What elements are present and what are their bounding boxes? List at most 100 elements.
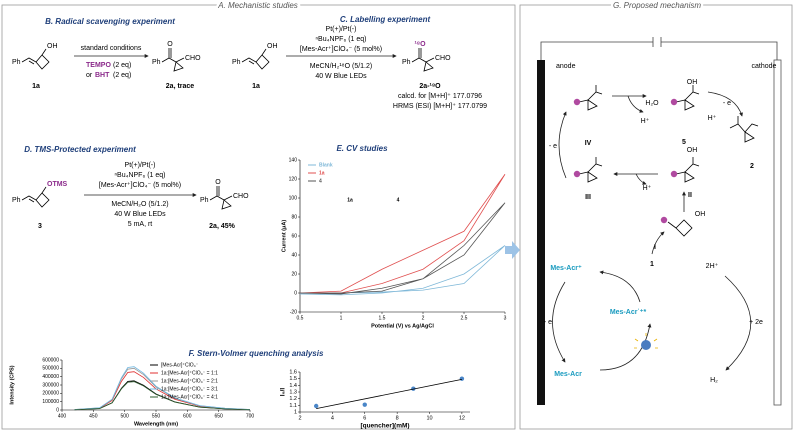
y-tick-label: 80 [291,214,297,220]
condition: 5 mA, rt [128,221,153,228]
label: CHO [435,55,451,62]
point [362,402,367,407]
y-tick-label: 0 [294,290,297,296]
x-tick-label: 1 [340,315,343,321]
y-tick-label: 1.5 [289,376,297,382]
y-tick-label: 1.3 [289,389,297,395]
condition: MeCN/H₂O (5/1.2) [111,201,168,208]
label: 2a-¹⁸O [419,83,441,90]
y-axis-label: Current (μA) [281,220,287,253]
label: Mes-Acr⁺ [550,265,582,272]
label: - e [549,143,557,150]
label: - e [723,100,731,107]
x-tick-label: 2 [298,415,301,421]
y-tick-label: 100 [289,195,298,201]
x-tick-label: 550 [152,413,161,419]
label: - e [544,319,552,326]
label: Ph [200,197,209,204]
structures [21,47,435,210]
section-title: F. Stern-Volmer quenching analysis [189,349,324,358]
y-tick-label: 120 [289,176,298,182]
right-frame [519,4,793,430]
x-tick-label: 500 [120,413,129,419]
y-tick-label: 500000 [42,366,59,372]
x-tick-label: 3 [504,315,507,321]
series-line [74,381,251,411]
label: OH [687,79,698,86]
label: OH [267,43,278,50]
y-axis-label: Intensity (CPS) [9,365,15,404]
x-tick-label: 2 [422,315,425,321]
y-tick-label: 60 [291,233,297,239]
x-tick-label: 1.5 [379,315,386,321]
x-tick-label: 650 [214,413,223,419]
label: anode [556,63,576,70]
x-tick-label: 4 [331,415,334,421]
label: H₂O [645,100,659,107]
panel-title: A. Mechanistic studies [217,1,298,10]
label: standard conditions [81,45,142,52]
label: CHO [185,55,201,62]
condition: MeCN/H₂¹⁸O (5/1.2) [310,63,372,70]
x-tick-label: 0.5 [297,315,304,321]
label: 5 [682,139,686,146]
x-axis-label: Wavelength (nm) [134,421,178,427]
y-tick-label: 20 [291,271,297,277]
label: Ph [152,59,161,66]
label: calcd. for [M+H]⁺ 177.0796 [398,93,482,100]
y-tick-label: 1.1 [289,403,297,409]
condition: Pt(+)/Pt(-) [326,26,357,33]
condition: Pt(+)/Pt(-) [125,162,156,169]
y-tick-label: 1 [294,409,297,415]
point [411,386,416,391]
left-frame [1,4,516,430]
label: + 2e [749,319,763,326]
y-tick-label: 600000 [42,357,59,363]
legend-label: 1a:[Mes-Acr]⁺ClO₄⁻ = 2:1 [161,378,218,384]
label: cathode [752,63,777,70]
section-title: D. TMS-Protected experiment [24,145,136,154]
point [459,376,465,381]
label: III [585,194,591,201]
condition: 40 W Blue LEDs [315,73,367,80]
y-tick-label: 300000 [42,382,59,388]
legend-label: 1a:[Mes-Acr]⁺ClO₄⁻ = 4:1 [161,394,218,400]
x-tick-label: 8 [396,415,399,421]
series-line [299,202,506,295]
label: TEMPO [86,62,111,69]
label: H⁺ [641,118,650,125]
y-axis-label: I₀/I [280,388,287,397]
label: Ph [402,59,411,66]
x-tick-label: 2.5 [461,315,468,321]
x-axis-label: [quencher](mM) [360,423,409,430]
label: II [688,192,692,199]
legend-label: [Mes-Acr]⁺ClO₄⁻ [161,362,199,368]
label: H⁺ [708,115,717,122]
y-tick-label: 40 [291,252,297,258]
label: 1 [650,261,654,268]
y-tick-label: 200000 [42,391,59,397]
y-tick-label: 100000 [42,399,59,405]
series-line [299,174,506,294]
label: I [654,244,656,251]
x-tick-label: 600 [183,413,192,419]
label: O [167,41,173,48]
label: IV [585,140,592,147]
point [313,403,319,409]
condition: ⁿBu₄NPF₆ (1 eq) [315,36,366,43]
label: 1a [32,83,40,90]
y-tick-label: 0 [56,407,59,413]
label: (2 eq) [113,72,131,79]
annotation: 4 [397,197,400,203]
label: H₂ [710,377,718,384]
x-tick-label: 400 [58,413,67,419]
label: Mes-Acr˙⁺* [610,308,647,316]
x-tick-label: 6 [363,415,366,421]
condition: [Mes-Acr⁺]ClO₄⁻ (5 mol%) [99,182,181,189]
legend-label: 1a:[Mes-Acr]⁺ClO₄⁻ = 3:1 [161,386,218,392]
label: 2H⁺ [706,263,719,270]
label: OH [47,43,58,50]
label: 2 [750,163,754,170]
label: ¹⁸O [414,41,426,48]
